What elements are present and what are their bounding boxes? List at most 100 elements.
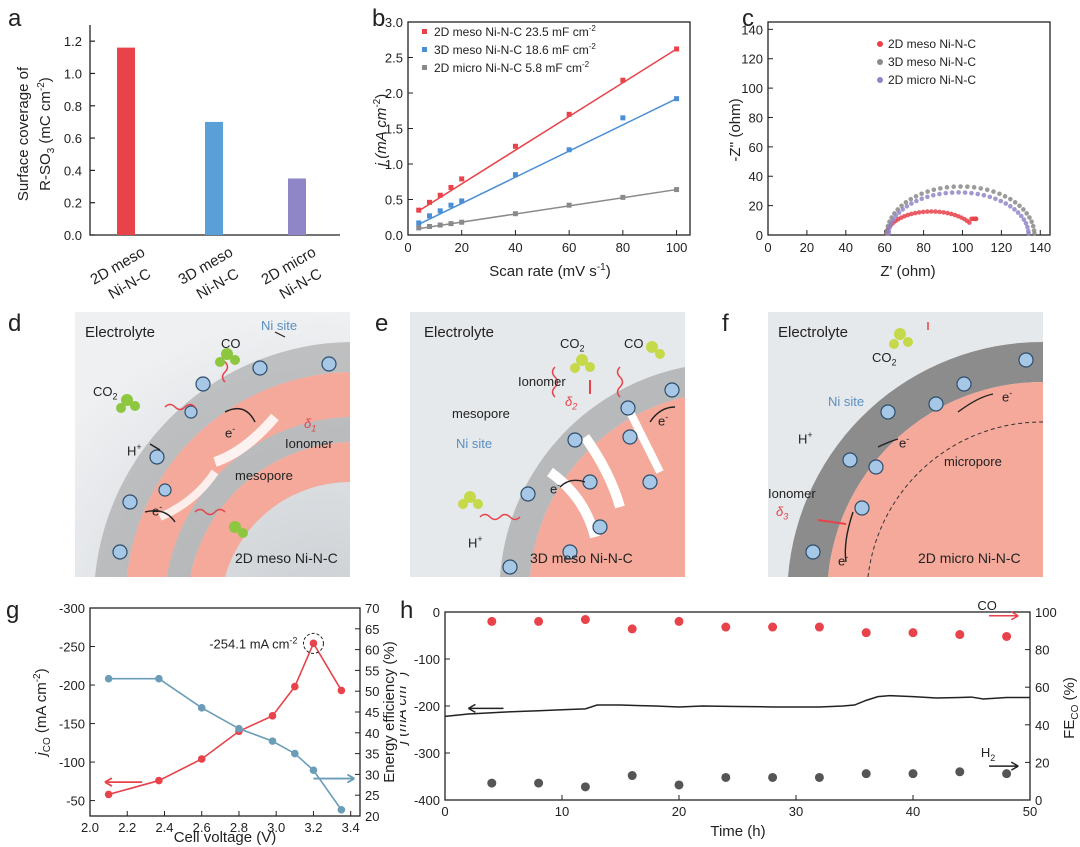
panel-g-jco-point — [104, 790, 113, 799]
panel-g-ytick-left-label: -150 — [59, 717, 85, 732]
panel-g-ytick-right-label: 35 — [365, 747, 379, 762]
panel-letter-a: a — [8, 5, 22, 32]
panel-a-bar — [288, 178, 306, 235]
panel-a-ytick-label: 1.0 — [64, 66, 82, 81]
panel-g-xtick-label: 2.2 — [118, 820, 136, 835]
panel-c-data-point — [916, 210, 922, 215]
panel-h-fe-co-point — [580, 615, 590, 625]
panel-c-xlabel: Z' (ohm) — [880, 263, 935, 280]
panel-h-fe-co-point — [768, 622, 778, 632]
panel-a-ytick-label: 0.2 — [64, 196, 82, 211]
panel-b-ytick-label: 3.0 — [385, 15, 403, 30]
panel-h-ytick-left-label: -400 — [414, 793, 440, 808]
panel-h-fe-h2-point — [768, 772, 778, 782]
panel-c-data-point — [909, 211, 914, 217]
panel-d-scheme: Electrolyte Ni site CO CO2 H+ e- e- δ1 I… — [75, 312, 350, 577]
panel-c-data-point — [899, 203, 904, 209]
panel-h-xtick-label: 50 — [1023, 804, 1037, 819]
panel-a-ytick-label: 0.8 — [64, 99, 82, 114]
panel-c-data-point — [886, 228, 892, 234]
panel-letter-d: d — [8, 310, 22, 337]
panel-g-jco-point — [268, 712, 277, 720]
panel-h-fe-co-point — [814, 622, 824, 632]
panel-g-ytick-right-label: 45 — [365, 705, 379, 720]
panel-g-efficiency-point — [235, 724, 243, 733]
panel-c-data-point — [1029, 219, 1034, 225]
panel-a-bar — [205, 121, 223, 235]
panel-c-data-point — [905, 212, 911, 218]
panel-c-xtick-label: 40 — [839, 240, 853, 255]
panel-g-jco-point — [291, 682, 299, 691]
panel-c-ytick-label: 100 — [741, 81, 763, 96]
panel-g-left-axis-arrow — [104, 777, 143, 787]
panel-f-name: 2D micro Ni-N-C — [918, 550, 1021, 566]
panel-g-ytick-left-label: -300 — [59, 601, 85, 616]
panel-d-eminus-label-2: e- — [152, 502, 163, 519]
panel-c-ytick-label: 80 — [749, 110, 763, 125]
panel-h-fe-h2-point — [955, 767, 965, 777]
panel-b-legend-entry: 2D micro Ni-N-C 5.8 mF cm-2 — [434, 60, 590, 75]
panel-b-data-point — [620, 115, 626, 121]
panel-c-data-point — [891, 217, 896, 222]
panel-c-ytick-label: 0 — [756, 228, 763, 243]
panel-c-data-point — [919, 196, 925, 202]
panel-b-data-point — [674, 46, 680, 52]
panel-c-data-point — [919, 191, 924, 197]
panel-g-jco-line — [108, 641, 343, 796]
panel-c-xtick-label: 120 — [991, 240, 1013, 255]
panel-c-data-point — [1017, 203, 1022, 209]
panel-f-delta-label: δ3 — [776, 504, 789, 522]
panel-g-ylabel-right: Energy efficiency (%) — [381, 641, 398, 782]
panel-c-data-point — [1030, 223, 1036, 229]
panel-h-fe-h2-point — [674, 780, 684, 790]
panel-c-data-point — [993, 196, 998, 202]
panel-g-ytick-right-label: 25 — [365, 788, 379, 803]
panel-f-micropore-label: micropore — [944, 454, 1002, 469]
panel-g-chart: g 2.0 2.2 2.4 2.6 2.8 3.0 3.2 3.4 -50 -100 -150 -20… — [6, 597, 398, 846]
panel-h-ylabel-left: j (mA cm-2) — [400, 672, 410, 747]
panel-e-hplus-label: H+ — [468, 534, 483, 551]
panel-d-electrolyte-label: Electrolyte — [85, 324, 156, 341]
panel-e-ni-site-label: Ni site — [456, 436, 493, 451]
panel-f-eminus-label: e- — [899, 434, 910, 451]
panel-c-data-point — [1012, 207, 1017, 212]
panel-b-xtick-label: 100 — [666, 240, 688, 255]
panel-h-ytick-left-label: -300 — [414, 746, 440, 761]
panel-g-series: -254.1 mA cm-2 — [104, 632, 355, 814]
panel-c-data-point — [981, 192, 987, 198]
panel-b-ytick-label: 0.5 — [385, 193, 403, 208]
panel-h-fe-h2-point — [721, 772, 731, 782]
panel-e-eminus-label-2: e- — [658, 412, 669, 429]
panel-b-data-point — [620, 194, 626, 200]
panel-c-data-point — [1008, 204, 1013, 209]
panel-g-xtick-label: 3.0 — [267, 820, 285, 835]
panel-h-fe-h2-point — [814, 772, 824, 782]
panel-b-xtick-label: 80 — [616, 240, 630, 255]
panel-g-ticks: 2.0 2.2 2.4 2.6 2.8 3.0 3.2 3.4 -50 -100 -150 -200 -… — [59, 601, 380, 835]
panel-g-ytick-left-label: -100 — [59, 755, 85, 770]
panel-e-co2-label: CO2 — [560, 336, 585, 354]
panel-g-efficiency-point — [155, 674, 163, 683]
panel-c-data-point — [925, 189, 930, 194]
panel-h-current-line — [444, 694, 1030, 718]
panel-h-fe-co-point — [534, 616, 544, 626]
panel-f-eminus-label-3: e- — [838, 552, 849, 569]
panel-c-data-point — [908, 196, 914, 202]
panel-g-jco-point — [155, 776, 163, 785]
panel-c-data-point — [949, 190, 955, 195]
panel-b-fit-line — [418, 98, 677, 226]
panel-b-data-point — [674, 187, 680, 193]
panel-h-ytick-left-label: -100 — [414, 652, 440, 667]
panel-h-fe-co-point — [861, 628, 871, 638]
panel-g-ytick-left-label: -50 — [66, 794, 85, 809]
panel-h-fe-h2-point — [1002, 769, 1012, 779]
panel-h-ytick-right-label: 40 — [1035, 718, 1049, 733]
panel-h-fe-h2-point — [534, 778, 544, 788]
panel-c-legend-marker — [877, 77, 883, 83]
panel-c-data-point — [937, 191, 942, 197]
panel-d-ni-site-label: Ni site — [261, 318, 298, 333]
panel-h-co-arrow — [989, 611, 1019, 621]
panel-h-ytick-right-label: 60 — [1035, 680, 1049, 695]
